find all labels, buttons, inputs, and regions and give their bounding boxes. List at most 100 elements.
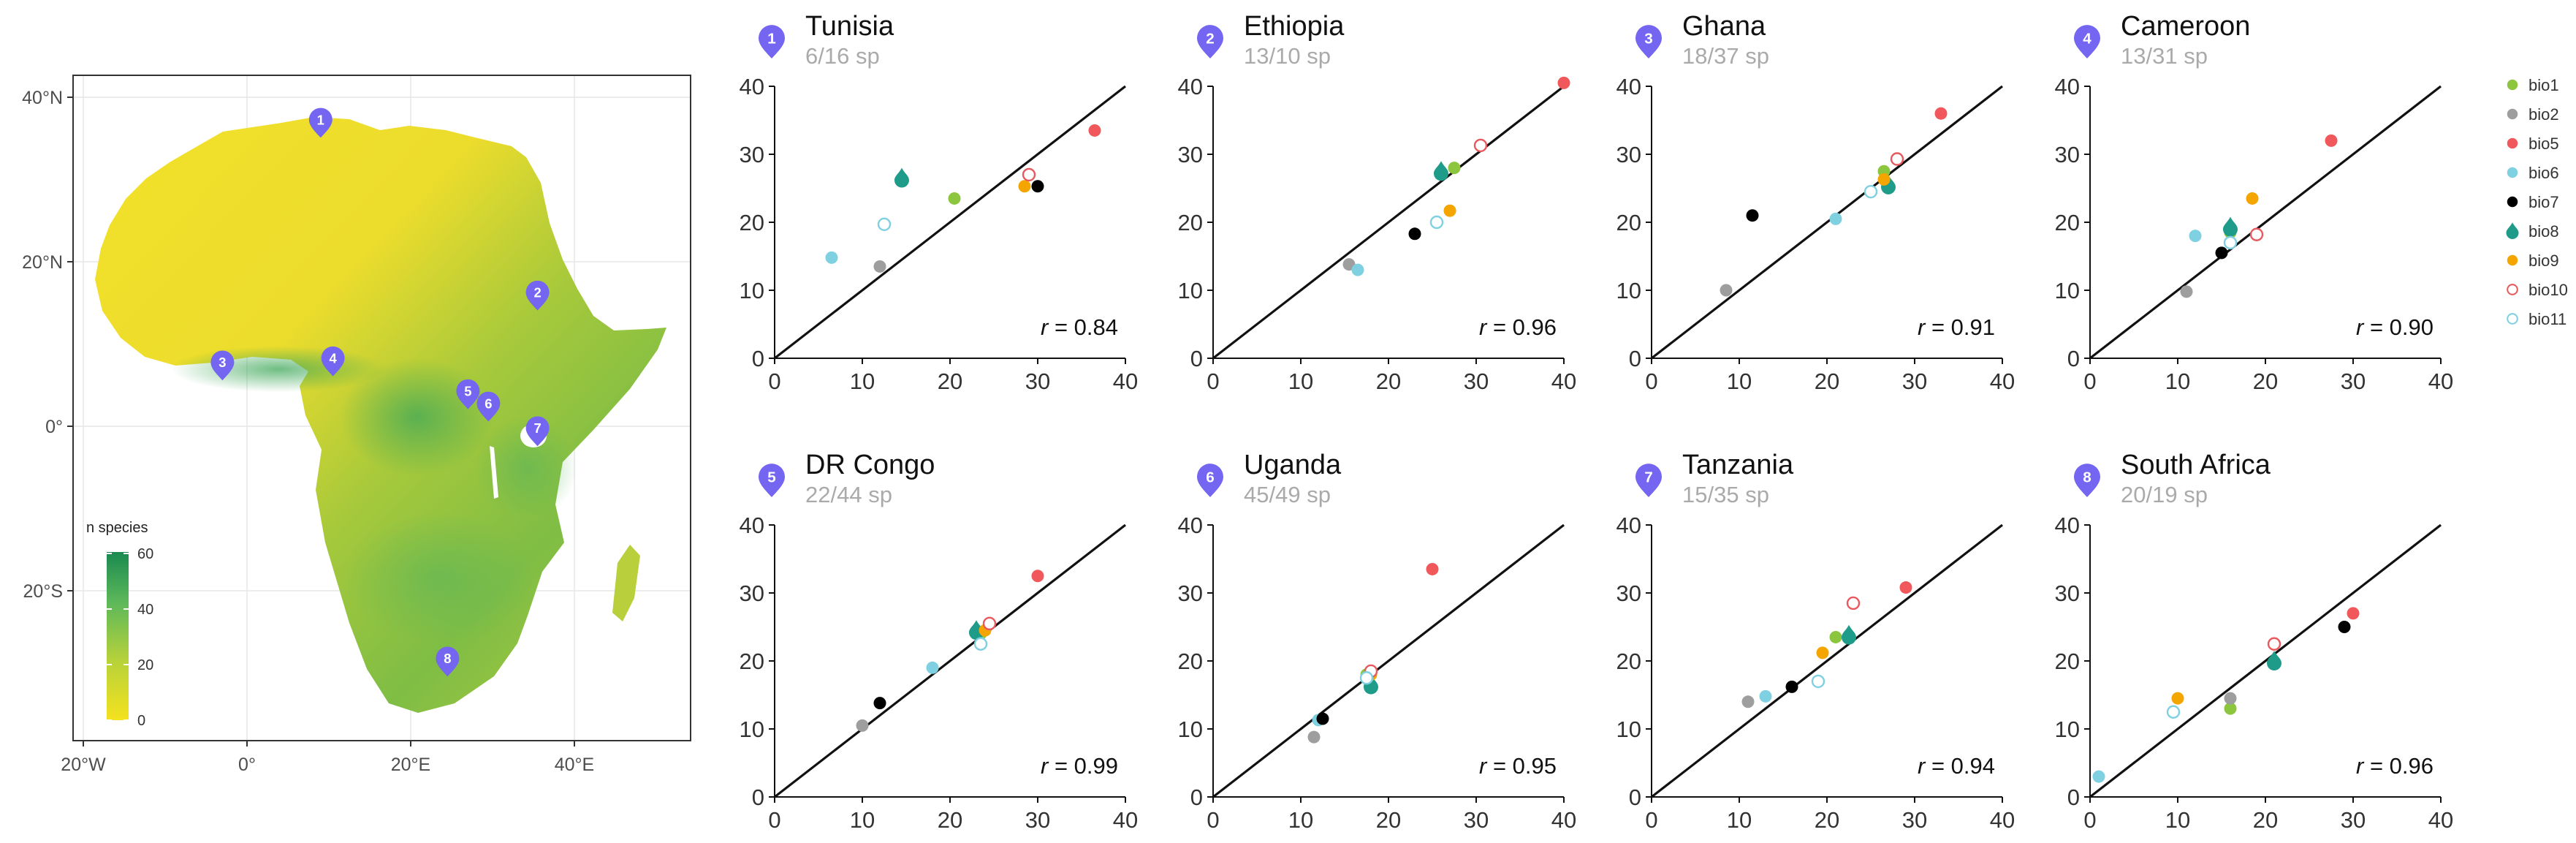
- correlation-value: = 0.96: [2363, 753, 2433, 779]
- map-marker-8: 8: [436, 646, 460, 677]
- point-bio2: [2180, 285, 2193, 298]
- legend-label: bio11: [2528, 310, 2566, 328]
- x-tick-label: 40: [1551, 368, 1576, 394]
- x-tick-label: 10: [850, 368, 875, 394]
- map-marker-3: 3: [210, 350, 235, 381]
- map-marker-1-shape: [308, 107, 333, 138]
- y-tick-label: 10: [1616, 278, 1641, 303]
- y-tick-label: 0: [1629, 785, 1641, 810]
- map-marker-3-shape: [210, 350, 235, 381]
- panel-subtitle: 15/35 sp: [1682, 482, 1769, 507]
- y-tick-label: 40: [1178, 74, 1203, 99]
- panel-badge-6-shape: [1197, 464, 1223, 497]
- point-bio9: [1816, 646, 1829, 659]
- colorbar-tick-label: 20: [137, 657, 153, 673]
- map-marker-5-shape: [456, 379, 480, 409]
- point-bio1: [1829, 630, 1842, 643]
- map-marker-2: 2: [525, 280, 550, 311]
- panel-badge-4: 4: [2074, 25, 2100, 58]
- panel-subtitle: 20/19 sp: [2121, 482, 2208, 507]
- map-lon-label: 20°W: [61, 755, 106, 775]
- x-tick-label: 20: [1376, 368, 1401, 394]
- y-tick-label: 0: [752, 785, 764, 810]
- identity-line: [1651, 85, 2003, 360]
- panel-badge-5-shape: [759, 464, 785, 497]
- correlation-label: r = 0.99: [1041, 753, 1118, 779]
- point-bio7: [1031, 180, 1044, 193]
- legend-label: bio9: [2528, 252, 2559, 270]
- legend-label: bio6: [2528, 164, 2559, 182]
- point-bio8: [969, 620, 984, 640]
- south-green-area: [343, 512, 533, 643]
- y-tick-label: 10: [2055, 717, 2080, 742]
- point-bio11: [1429, 215, 1444, 230]
- y-tick-label: 40: [740, 513, 764, 538]
- legend-symbol-bio5: [2507, 137, 2518, 149]
- y-tick-label: 30: [1178, 142, 1203, 167]
- panel-badge-2: 2: [1197, 25, 1223, 58]
- point-bio5: [1557, 76, 1570, 89]
- x-tick-label: 30: [2341, 368, 2366, 394]
- legend-item-bio2: bio2: [2507, 105, 2559, 124]
- x-tick-label: 10: [1288, 368, 1313, 394]
- panel-title: South Africa: [2121, 450, 2271, 480]
- point-bio6: [2189, 230, 2202, 243]
- point-bio8: [1434, 161, 1448, 181]
- legend-item-bio1: bio1: [2507, 76, 2559, 94]
- x-tick-label: 10: [2165, 807, 2190, 833]
- point-bio11: [1811, 674, 1825, 689]
- x-tick-label: 20: [1376, 807, 1401, 833]
- point-bio5: [1088, 124, 1101, 137]
- correlation-label: r = 0.91: [1918, 314, 1995, 340]
- point-bio11: [877, 217, 892, 231]
- identity-line: [774, 523, 1126, 798]
- point-bio8: [894, 167, 909, 188]
- panel-subtitle: 18/37 sp: [1682, 43, 1769, 69]
- x-tick-label: 30: [1464, 368, 1489, 394]
- panel-badge-1: 1: [759, 25, 785, 58]
- point-bio7: [2215, 246, 2228, 260]
- point-bio11: [2166, 705, 2181, 719]
- panel-title: Tunisia: [805, 11, 894, 42]
- legend-item-bio7: bio7: [2507, 193, 2559, 211]
- point-bio10: [2267, 637, 2281, 651]
- correlation-label: r = 0.94: [1918, 753, 1995, 779]
- correlation-label: r = 0.95: [1479, 753, 1557, 779]
- x-tick-label: 40: [1551, 807, 1576, 833]
- identity-line: [2089, 85, 2442, 360]
- legend-symbol-bio7: [2507, 196, 2518, 208]
- y-tick-label: 30: [2055, 142, 2080, 167]
- legend-symbol-bio6: [2507, 167, 2518, 178]
- point-bio6: [1351, 263, 1364, 276]
- point-bio10: [1473, 138, 1488, 153]
- y-tick-label: 30: [1616, 581, 1641, 606]
- point-bio8: [1842, 624, 1856, 645]
- y-tick-label: 30: [2055, 581, 2080, 606]
- y-tick-label: 20: [1616, 649, 1641, 674]
- legend-label: bio1: [2528, 76, 2559, 94]
- legend-item-bio6: bio6: [2507, 164, 2559, 182]
- colorbar-title: n species: [86, 520, 148, 536]
- y-tick-label: 40: [1616, 74, 1641, 99]
- x-tick-label: 20: [2253, 807, 2278, 833]
- correlation-symbol: r: [2356, 314, 2365, 340]
- panel-badge-4-number: 4: [2083, 31, 2091, 48]
- correlation-symbol: r: [1479, 314, 1488, 340]
- colorbar-tick-label: 40: [137, 602, 153, 618]
- point-bio7: [873, 697, 886, 710]
- panel-badge-8: 8: [2074, 464, 2100, 497]
- y-tick-label: 20: [740, 210, 764, 235]
- point-bio7: [1408, 227, 1421, 241]
- y-tick-label: 10: [2055, 278, 2080, 303]
- panel-subtitle: 45/49 sp: [1244, 482, 1331, 507]
- correlation-symbol: r: [1918, 314, 1926, 340]
- point-bio2: [1307, 730, 1321, 744]
- correlation-label: r = 0.90: [2356, 314, 2433, 340]
- correlation-value: = 0.99: [1048, 753, 1118, 779]
- x-tick-label: 0: [768, 368, 780, 394]
- x-tick-label: 20: [2253, 368, 2278, 394]
- panel-title: Tanzania: [1682, 450, 1794, 480]
